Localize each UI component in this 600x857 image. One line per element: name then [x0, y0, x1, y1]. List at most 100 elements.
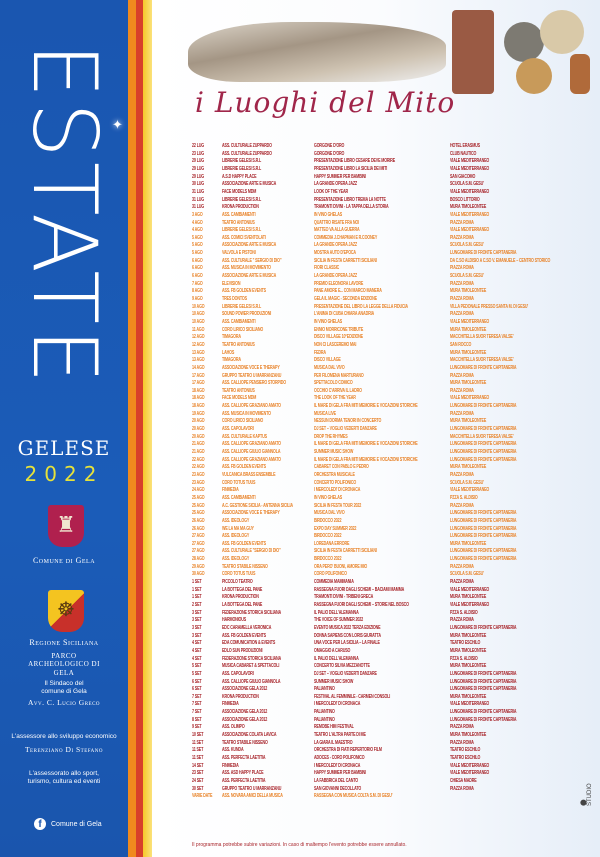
- event-date: 29 LUG: [192, 158, 205, 165]
- event-event: MUSICA DAL VIVO: [314, 364, 345, 371]
- event-organizer: ASS. NOVARA AMICI DELLA MUSICA: [222, 793, 283, 800]
- artifacts-photo: [452, 10, 590, 94]
- event-organizer: LA BOTTEGA DEL PANE: [222, 602, 263, 608]
- event-event: CORO POLIFONICO: [314, 571, 347, 578]
- event-event: SICILIA IN FESTA CARRETTI SICILIANI: [314, 257, 377, 264]
- event-location: MACCHITELLA SUOR TERESA VALSE': [450, 334, 514, 341]
- event-date: 9 SET: [192, 724, 202, 731]
- event-date: 10 AGO: [192, 318, 205, 325]
- event-event: RASSEGNA FUORI DAGLI SCHEMI – STORIE NEL…: [314, 602, 409, 608]
- estate-title: ESTATE: [13, 42, 116, 388]
- event-event: PRESENTAZIONE LIBRO TREMA LA NOTTE: [314, 196, 386, 203]
- event-event: GORGONE D'ORO: [314, 143, 345, 149]
- event-location: SCUOLA S.M. GESU': [450, 479, 484, 486]
- assessore-role: L'assessore allo sviluppo economico: [11, 733, 117, 740]
- event-event: NESSUN DORMA TENORI IN CONCERTO: [314, 418, 382, 425]
- event-location: MACCHITELLA SUOR TERESA VALSE': [450, 357, 514, 364]
- programme-panel: [152, 0, 600, 857]
- event-event: LA FABBRICA DEL CANTO: [314, 777, 358, 784]
- event-event: CONCERTO POLIFONICO: [314, 479, 357, 486]
- event-event: IL PALIO DELL'ALEMANNA: [314, 655, 359, 662]
- event-date: 4 AGO: [192, 227, 203, 234]
- event-location: MURA TIMOLEONTEE: [450, 204, 487, 211]
- facebook-label: Comune di Gela: [51, 820, 102, 828]
- event-date: 11 SET: [192, 739, 204, 746]
- event-location: PIAZZA ROMA: [450, 372, 474, 379]
- event-event: DROP THE RHYMES: [314, 433, 348, 440]
- event-event: FESTIVAL AL FEMMINILE - CARMEN CONSOLI: [314, 693, 391, 700]
- event-organizer: GRUPPO TEATRO U MARRANZANU: [222, 785, 282, 792]
- event-date: 10 AGO: [192, 311, 205, 318]
- event-date: 22 AGO: [192, 464, 205, 471]
- event-location: LUNGOMARE DI FRONTE CAPITANERIA: [450, 441, 517, 448]
- facebook-link[interactable]: f Comune di Gela: [34, 818, 102, 830]
- event-location: PZZA S. ALDISIO: [450, 655, 478, 662]
- event-date: 5 SET: [192, 670, 202, 677]
- event-organizer: FINMEDIA: [222, 762, 239, 769]
- event-location: VIALE MEDITERRANEO: [450, 158, 490, 165]
- event-location: PIAZZA ROMA: [450, 296, 474, 302]
- event-event: UNA VOCE PER LA SICILIA – LA FINALE: [314, 640, 380, 647]
- studio-logo: ⬤ STUDIO: [581, 783, 593, 806]
- event-location: MURA TIMOLEONTEE: [450, 540, 487, 547]
- ruins-photo: [188, 22, 446, 82]
- event-location: LUNGOMARE DI FRONTE CAPITANERIA: [450, 449, 517, 455]
- event-organizer: ASS. CALLIOPE GIULIO GIANNOLA: [222, 678, 281, 685]
- event-location: SAN ROCCO: [450, 341, 472, 348]
- event-organizer: ASS. FB GOLDEN EVENTS: [222, 464, 266, 471]
- event-organizer: ASSOCIAZIONE GELA 2012: [222, 709, 268, 716]
- event-location: MURA TIMOLEONTEE: [450, 380, 487, 387]
- event-location: VIALE MEDITERRANEO: [450, 188, 490, 195]
- event-organizer: ASS. MUSICA IN MOVIMENTO: [222, 265, 271, 272]
- event-location: PIAZZA ROMA: [450, 311, 474, 318]
- event-event: SICILIA IN FESTA CARRETTI SICILIANI: [314, 548, 377, 555]
- event-organizer: ASSOCIAZIONE ARTE E MUSICA: [222, 181, 277, 188]
- event-date: 11 AGO: [192, 326, 205, 333]
- event-location: VIALE MEDITERRANEO: [450, 586, 490, 593]
- event-event: BIRDOCCO 2022: [314, 556, 342, 563]
- event-organizer: ASS. CULTURALE KAPTUS: [222, 433, 267, 440]
- event-date: 19 AGO: [192, 410, 205, 417]
- event-location: MURA TIMOLEONTEE: [450, 349, 487, 356]
- event-event: PALIANTINO: [314, 709, 335, 716]
- event-location: LUNGOMARE DI FRONTE CAPITANERIA: [450, 716, 517, 723]
- event-date: 29 AGO: [192, 563, 205, 570]
- event-location: VIALE MEDITERRANEO: [450, 318, 490, 325]
- event-organizer: ASSOCIAZIONE VOCE E THERAPY: [222, 510, 280, 517]
- event-event: LA GRANDE OPERA JAZZ: [314, 242, 358, 249]
- event-organizer: ASS. CAMBIAMENTI: [222, 494, 256, 501]
- event-event: EVENTO MUSICA 2022 TERZA EDIZIONE: [314, 624, 381, 631]
- event-date: 3 SET: [192, 609, 202, 616]
- event-date: 7 SET: [192, 709, 202, 716]
- event-organizer: LIBRERIE GELESI S.R.L: [222, 165, 262, 172]
- event-event: BIRDOCCO 2022: [314, 517, 342, 524]
- event-organizer: ASS. OLIMPO: [222, 724, 245, 731]
- event-event: IL MARE DI GELA FRA MITI MEMORIE E VOCAZ…: [314, 403, 418, 410]
- event-date: 25 AGO: [192, 510, 205, 517]
- event-location: MACCHITELLA SUOR TERESA VALSE': [450, 433, 514, 440]
- event-date: 3 SET: [192, 632, 202, 639]
- event-date: 7 SET: [192, 693, 202, 700]
- event-organizer: ASS. ASD HAPPY PLACE: [222, 770, 264, 777]
- event-organizer: A.S.D HAPPY PLACE: [222, 173, 257, 180]
- sidebar: ESTATE ✦ GELESE 2022 ♜ Comune di Gela ☸ …: [0, 0, 128, 857]
- event-date: 6 SET: [192, 678, 202, 685]
- event-organizer: SOUND POWER PRODUZIONI: [222, 311, 272, 318]
- comune-crest-icon: ♜: [48, 505, 84, 547]
- event-date: 12 AGO: [192, 334, 205, 341]
- event-organizer: ASS. CULTURALE " SERGIO DI DIO": [222, 257, 282, 264]
- event-event: DISCO VILLAGE 10°EDIZIONE: [314, 334, 363, 341]
- event-location: CLUB NAUTICO: [450, 150, 477, 157]
- event-organizer: ASS. FB GOLDEN EVENTS: [222, 540, 266, 547]
- event-location: LUNGOMARE DI FRONTE CAPITANERIA: [450, 403, 517, 410]
- event-date: 4 SET: [192, 640, 202, 647]
- event-location: PIAZZA ROMA: [450, 410, 474, 417]
- event-event: ORA PERO' BUONI, AMORE MIO: [314, 563, 368, 570]
- event-date: 23 SET: [192, 770, 204, 777]
- event-organizer: FEDERAZIONE STORICA SICILIANA: [222, 609, 281, 616]
- event-organizer: FACE MODELS MDM: [222, 188, 257, 195]
- event-event: MUSICA LIVE: [314, 410, 336, 417]
- event-date: 30 SET: [192, 785, 204, 792]
- event-event: IL MARE DI GELA FRA MITI MEMORIE E VOCAZ…: [314, 441, 418, 448]
- event-organizer: ASS. CAPOLAVORI: [222, 426, 254, 433]
